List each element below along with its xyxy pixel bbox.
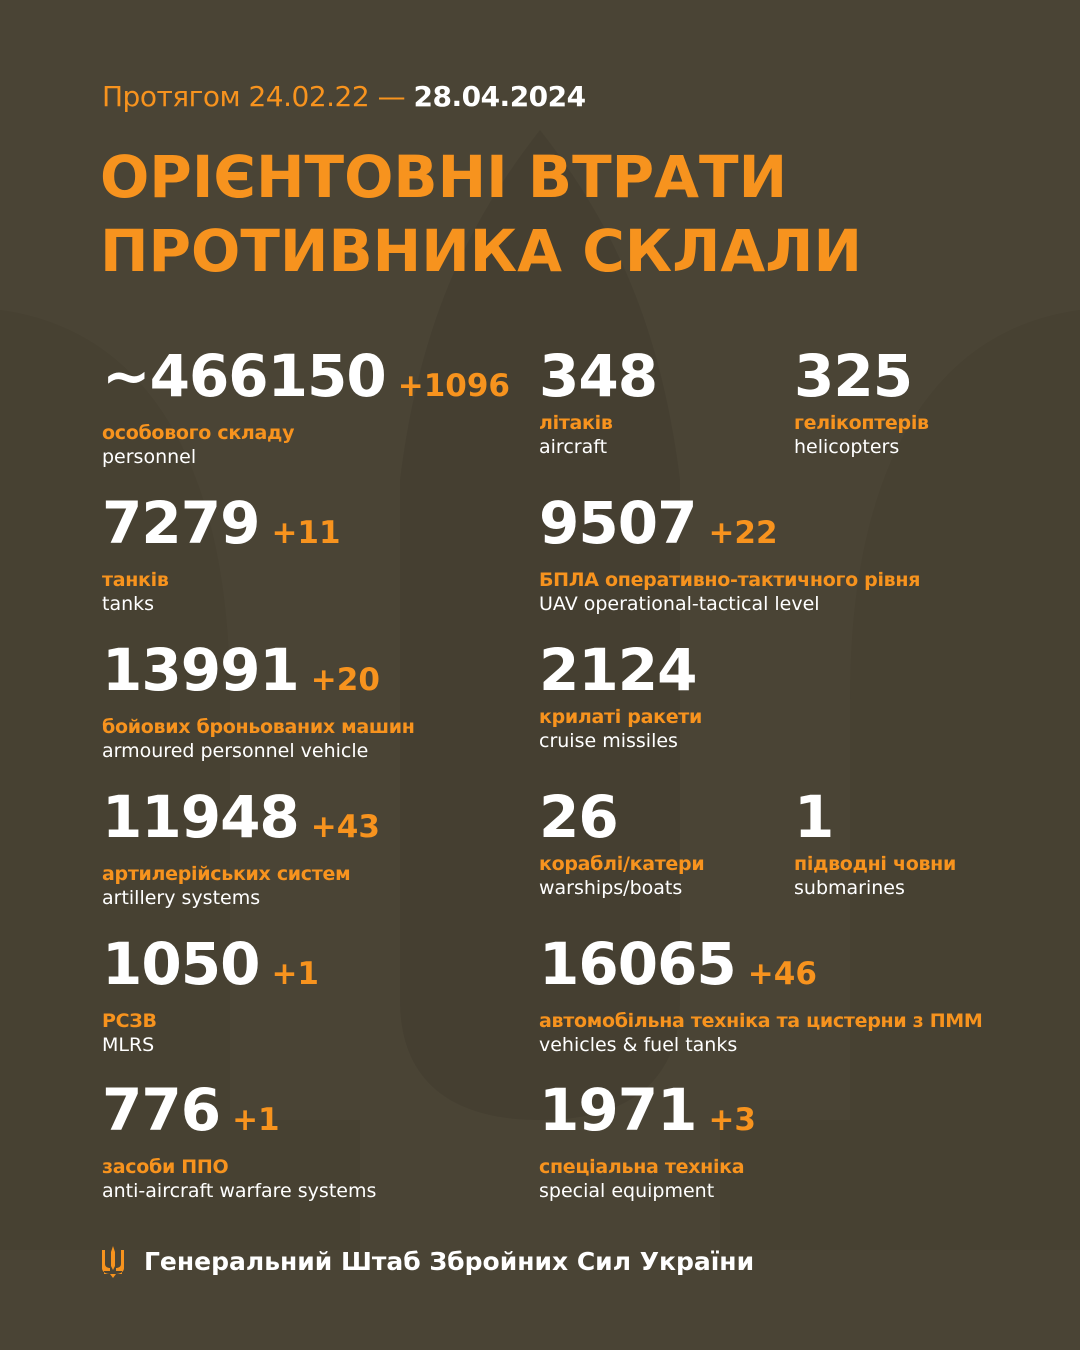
- stat-label-ua: підводні човни: [794, 853, 957, 875]
- stat-value: 11948: [102, 783, 300, 851]
- stat-value: 16065: [539, 930, 737, 998]
- stat-label-en: armoured personnel vehicle: [102, 740, 369, 762]
- stat-value: 2124: [539, 636, 697, 704]
- stat-label-en: helicopters: [794, 436, 900, 458]
- period-start: Протягом 24.02.22 —: [102, 80, 406, 113]
- stat-mlrs: 1050 +1 РСЗВ MLRS: [102, 934, 319, 1056]
- stat-increase: +20: [310, 662, 380, 698]
- stat-value: ~466150: [102, 342, 387, 410]
- stat-increase: +46: [747, 956, 817, 992]
- stat-warships: 26 кораблі/катери warships/boats: [539, 787, 705, 899]
- stat-artillery: 11948 +43 артилерійських систем artillery s…: [102, 787, 380, 909]
- stat-label-en: cruise missiles: [539, 730, 678, 752]
- stat-aircraft: 348 літаків aircraft: [539, 346, 658, 458]
- stat-label-en: warships/boats: [539, 877, 683, 899]
- period-subtitle: Протягом 24.02.22 — 28.04.2024: [102, 80, 586, 113]
- stat-tanks: 7279 +11 танків tanks: [102, 493, 341, 615]
- stat-cruise-missiles: 2124 крилаті ракети cruise missiles: [539, 640, 702, 752]
- stat-value: 1: [794, 783, 834, 851]
- stat-label-ua: РСЗВ: [102, 1010, 157, 1032]
- stat-label-ua: гелікоптерів: [794, 412, 929, 434]
- stat-increase: +3: [708, 1102, 756, 1138]
- stat-label-en: special equipment: [539, 1180, 715, 1202]
- stat-label-en: MLRS: [102, 1034, 155, 1056]
- footer: Генеральний Штаб Збройних Сил України: [100, 1244, 754, 1278]
- title-line-2: ПРОТИВНИКА СКЛАЛИ: [100, 217, 862, 285]
- stat-increase: +22: [708, 515, 778, 551]
- stat-value: 7279: [102, 489, 260, 557]
- stat-label-en: artillery systems: [102, 887, 261, 909]
- stat-value: 776: [102, 1076, 221, 1144]
- stat-label-ua: крилаті ракети: [539, 706, 703, 728]
- stat-increase: +1: [232, 1102, 280, 1138]
- stat-label-ua: автомобільна техніка та цистерни з ПММ: [539, 1010, 983, 1032]
- stat-personnel: ~466150 +1096 особового складу personnel: [102, 346, 510, 468]
- stat-label-en: aircraft: [539, 436, 608, 458]
- stat-armoured-vehicles: 13991 +20 бойових броньованих машин armoure…: [102, 640, 415, 762]
- stat-label-en: submarines: [794, 877, 905, 899]
- stat-label-en: anti-aircraft warfare systems: [102, 1180, 377, 1202]
- stat-label-en: tanks: [102, 593, 155, 615]
- stat-uav: 9507 +22 БПЛА оперативно-тактичного рівня U…: [539, 493, 920, 615]
- period-end: 28.04.2024: [413, 80, 586, 113]
- stat-increase: +11: [271, 515, 341, 551]
- stat-value: 325: [794, 342, 913, 410]
- stat-label-ua: засоби ППО: [102, 1156, 229, 1178]
- stat-label-ua: артилерійських систем: [102, 863, 351, 885]
- page-title: ОРІЄНТОВНІ ВТРАТИ ПРОТИВНИКА СКЛАЛИ: [100, 140, 862, 288]
- stat-value: 13991: [102, 636, 300, 704]
- stat-special-equipment: 1971 +3 спеціальна техніка special equipmen…: [539, 1080, 756, 1202]
- stat-label-en: personnel: [102, 446, 197, 468]
- stat-value: 26: [539, 783, 619, 851]
- stat-vehicles: 16065 +46 автомобільна техніка та цистерни…: [539, 934, 983, 1056]
- title-line-1: ОРІЄНТОВНІ ВТРАТИ: [100, 143, 788, 211]
- stat-submarines: 1 підводні човни submarines: [794, 787, 956, 899]
- stat-label-ua: літаків: [539, 412, 613, 434]
- stat-value: 348: [539, 342, 658, 410]
- stat-value: 1971: [539, 1076, 697, 1144]
- stat-label-ua: БПЛА оперативно-тактичного рівня: [539, 569, 921, 591]
- stat-label-en: UAV operational-tactical level: [539, 593, 820, 615]
- stat-label-ua: спеціальна техніка: [539, 1156, 745, 1178]
- stat-increase: +1: [271, 956, 319, 992]
- stat-air-defense: 776 +1 засоби ППО anti-aircraft warfare sys…: [102, 1080, 376, 1202]
- footer-label: Генеральний Штаб Збройних Сил України: [144, 1246, 755, 1276]
- trident-icon: [102, 1246, 124, 1278]
- stat-helicopters: 325 гелікоптерів helicopters: [794, 346, 929, 458]
- stat-label-ua: танків: [102, 569, 169, 591]
- stat-label-ua: бойових броньованих машин: [102, 716, 415, 738]
- stat-increase: +43: [310, 809, 380, 845]
- stat-label-en: vehicles & fuel tanks: [539, 1034, 738, 1056]
- stat-increase: +1096: [397, 368, 511, 404]
- stat-value: 1050: [102, 930, 260, 998]
- stat-label-ua: кораблі/катери: [539, 853, 705, 875]
- stat-value: 9507: [539, 489, 697, 557]
- stat-label-ua: особового складу: [102, 422, 295, 444]
